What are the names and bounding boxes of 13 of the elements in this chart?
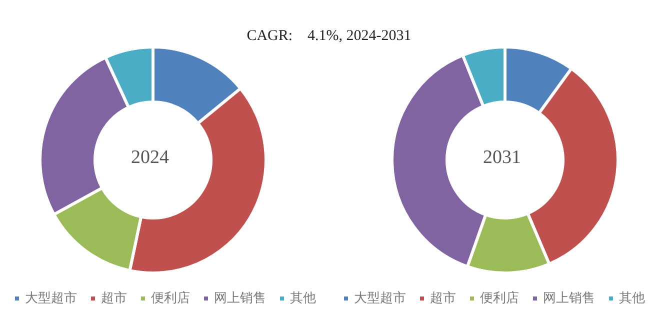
legend-label: 网上销售 (214, 291, 266, 306)
legend-label: 网上销售 (543, 291, 595, 306)
legend-label: 大型超市 (354, 291, 406, 306)
legend-label: 其他 (619, 291, 645, 306)
legend-label: 便利店 (480, 290, 519, 306)
legend-label: 超市 (101, 291, 127, 306)
legend-label: 便利店 (151, 290, 190, 306)
legend-label: 大型超市 (25, 291, 77, 306)
legend-label: 超市 (430, 291, 456, 306)
text: 2024 (131, 147, 170, 168)
chart-title: CAGR: 4.1%, 2024-2031 (246, 28, 412, 45)
legend-label: 其他 (290, 291, 316, 306)
text: 2031 (483, 147, 521, 168)
